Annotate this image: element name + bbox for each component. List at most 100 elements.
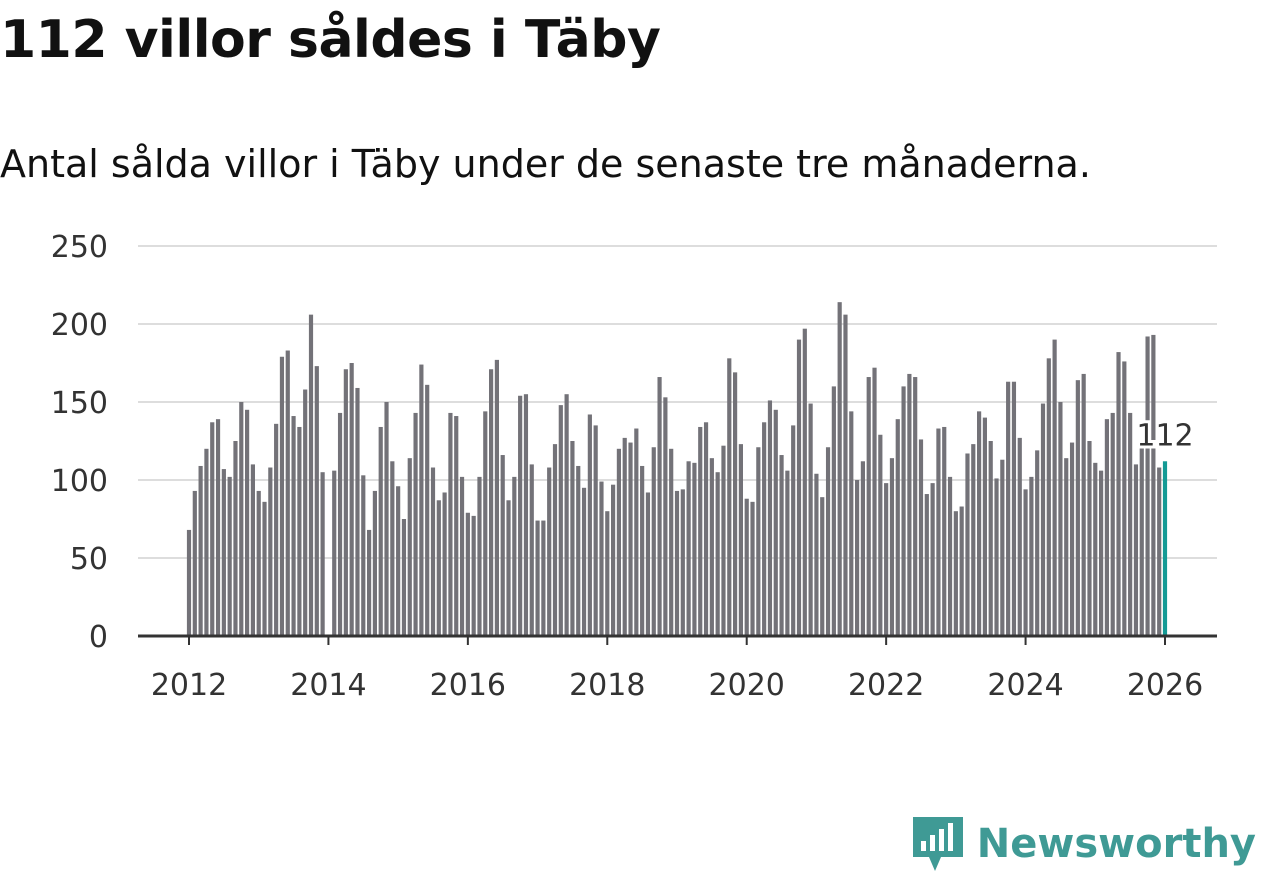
bar xyxy=(767,400,773,636)
bar xyxy=(942,426,947,636)
bar xyxy=(959,506,964,636)
bar xyxy=(599,481,604,636)
chart-subtitle: Antal sålda villor i Täby under de senas… xyxy=(0,142,1091,186)
bar xyxy=(860,461,865,636)
brand-logo[interactable]: Newsworthy xyxy=(912,817,1256,871)
bar xyxy=(1011,381,1017,636)
x-tick-label: 2012 xyxy=(151,668,227,703)
bar xyxy=(727,358,732,636)
bar xyxy=(303,389,308,636)
bar xyxy=(715,472,720,636)
y-tick-label: 250 xyxy=(51,230,108,265)
bar xyxy=(901,386,906,636)
bar xyxy=(971,444,976,636)
bar xyxy=(698,426,703,636)
bar xyxy=(709,458,714,636)
bar xyxy=(1099,470,1104,636)
bar xyxy=(529,464,534,636)
bar xyxy=(1093,462,1098,636)
bar xyxy=(616,448,621,636)
bar xyxy=(924,494,929,636)
bar xyxy=(913,377,918,636)
bar xyxy=(988,441,993,636)
x-tick-label: 2016 xyxy=(430,668,506,703)
bar xyxy=(425,384,430,636)
bar xyxy=(541,520,546,636)
bar xyxy=(297,426,302,636)
bar xyxy=(611,484,616,636)
bar xyxy=(1110,412,1115,636)
bar xyxy=(1069,442,1075,636)
bar xyxy=(221,469,226,636)
bar xyxy=(977,411,982,636)
bar xyxy=(430,467,436,636)
bar xyxy=(820,497,825,636)
bar xyxy=(593,425,598,636)
bar xyxy=(750,501,755,636)
bar xyxy=(791,425,796,636)
bar xyxy=(651,447,656,636)
bar xyxy=(1087,441,1092,636)
bar xyxy=(808,403,813,636)
bar xyxy=(396,486,401,636)
bar xyxy=(738,444,743,636)
y-tick-label: 150 xyxy=(51,386,108,421)
bar xyxy=(1064,458,1069,636)
bar xyxy=(372,490,377,636)
bar xyxy=(448,412,453,636)
bar xyxy=(1006,381,1011,636)
x-tick-label: 2020 xyxy=(709,668,785,703)
bar xyxy=(506,500,511,636)
chart-title: 112 villor såldes i Täby xyxy=(0,10,661,70)
bar xyxy=(268,467,273,636)
y-tick-label: 200 xyxy=(51,308,108,343)
bar xyxy=(1151,334,1156,636)
y-axis-ticks: 0 50 100 150 200 250 xyxy=(51,230,108,655)
bar xyxy=(756,447,761,636)
highlight-value-label: 112 xyxy=(1136,418,1193,453)
bar xyxy=(262,501,267,636)
bar xyxy=(802,328,807,636)
bar xyxy=(308,314,314,636)
bar xyxy=(355,387,360,636)
bar xyxy=(634,428,639,636)
bar xyxy=(436,500,441,636)
bar xyxy=(587,414,592,636)
bar xyxy=(361,475,366,636)
bar xyxy=(215,419,221,636)
bar xyxy=(1046,358,1051,636)
bar xyxy=(1145,336,1150,636)
bar-chart: 0 50 100 150 200 250 2012 2014 2016 2018 2020 2022… xyxy=(51,230,1217,703)
bar xyxy=(314,366,319,636)
bar xyxy=(1157,467,1162,636)
bar xyxy=(930,483,935,636)
bar xyxy=(349,363,354,636)
bar xyxy=(936,428,941,636)
y-tick-label: 50 xyxy=(70,542,108,577)
x-tick-label: 2022 xyxy=(848,668,924,703)
bar xyxy=(291,416,296,636)
bar xyxy=(669,448,674,636)
bar xyxy=(250,464,255,636)
bar xyxy=(849,411,854,636)
newsworthy-logo-icon xyxy=(912,817,963,871)
bar xyxy=(814,473,819,636)
bar xyxy=(535,520,540,636)
x-axis-ticks: 2012 2014 2016 2018 2020 2022 2024 2026 xyxy=(151,636,1203,703)
bar xyxy=(564,394,569,636)
bar xyxy=(401,519,407,636)
bar xyxy=(547,467,552,636)
bar xyxy=(674,490,680,636)
bar xyxy=(384,402,389,636)
bar xyxy=(762,422,767,636)
bar xyxy=(390,461,395,636)
bar xyxy=(581,487,587,636)
bar xyxy=(576,465,581,636)
bar xyxy=(274,423,279,636)
bar xyxy=(512,476,517,636)
bar xyxy=(1052,339,1057,636)
bar xyxy=(622,437,627,636)
bar xyxy=(1104,419,1109,636)
bar xyxy=(686,461,691,636)
highlight-bar xyxy=(1162,461,1168,636)
